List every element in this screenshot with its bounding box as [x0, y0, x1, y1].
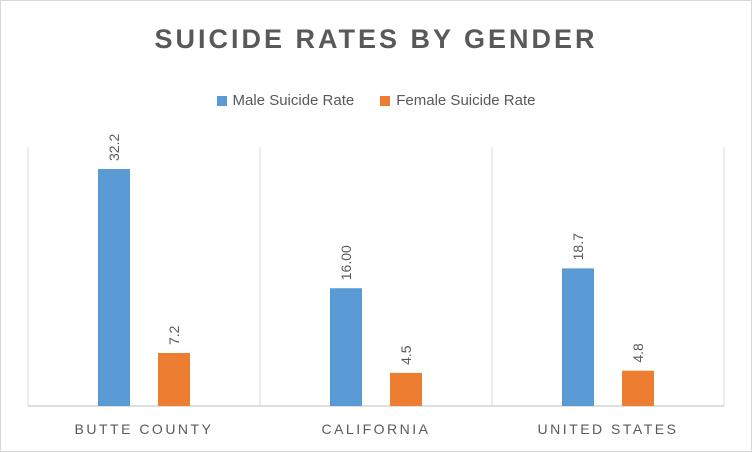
data-label: 18.7 [570, 233, 586, 260]
chart-title: SUICIDE RATES BY GENDER [154, 24, 598, 54]
x-tick-label: BUTTE COUNTY [75, 421, 214, 437]
legend-swatch-male [216, 95, 227, 106]
data-label: 16.00 [338, 245, 354, 280]
bar-female-0 [158, 353, 190, 406]
x-tick-label: UNITED STATES [538, 421, 679, 437]
data-label: 32.2 [106, 134, 122, 161]
legend-label-female: Female Suicide Rate [396, 92, 536, 109]
x-tick-label: CALIFORNIA [321, 421, 430, 437]
legend-item-female: Female Suicide Rate [380, 92, 535, 109]
legend-item-male: Male Suicide Rate [216, 92, 355, 109]
data-label: 4.5 [398, 345, 414, 365]
data-label: 7.2 [166, 325, 182, 345]
bar-male-0 [98, 169, 130, 406]
data-label: 4.8 [630, 343, 646, 363]
chart-legend: Male Suicide Rate Female Suicide Rate [0, 92, 752, 109]
bar-male-2 [562, 268, 594, 406]
legend-label-male: Male Suicide Rate [232, 92, 355, 109]
bar-male-1 [330, 288, 362, 406]
bar-female-2 [622, 370, 654, 406]
bar-female-1 [390, 372, 422, 406]
legend-swatch-female [380, 95, 391, 106]
